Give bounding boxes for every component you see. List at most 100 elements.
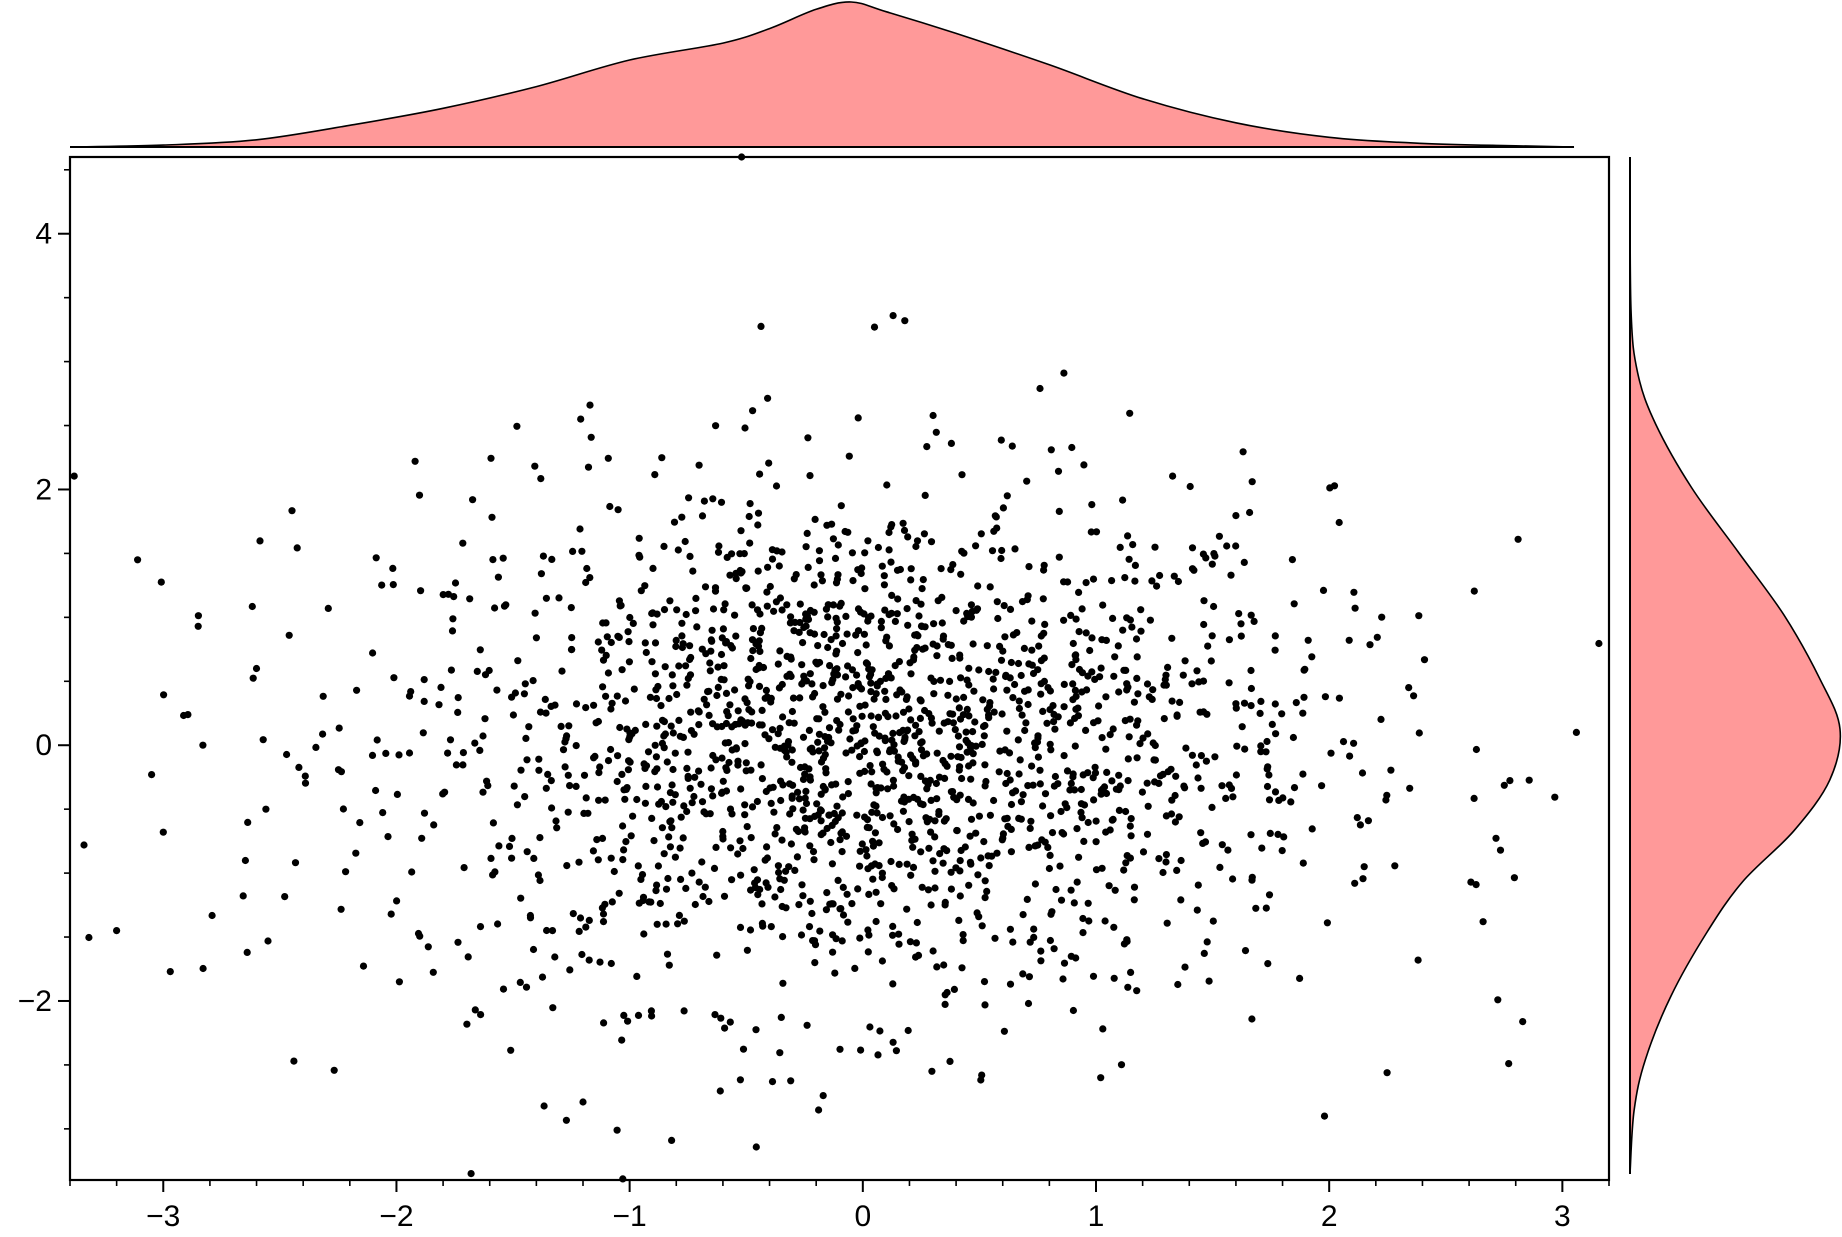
scatter-point	[993, 524, 1001, 532]
scatter-point	[707, 647, 715, 655]
scatter-point	[1085, 917, 1093, 925]
scatter-point	[739, 1045, 748, 1053]
scatter-point	[1181, 963, 1189, 971]
scatter-point	[755, 682, 764, 691]
scatter-point	[833, 802, 841, 810]
scatter-point	[1169, 472, 1177, 480]
scatter-point	[1264, 960, 1272, 968]
scatter-point	[1017, 815, 1025, 823]
scatter-point	[834, 541, 842, 549]
scatter-point	[801, 824, 809, 832]
scatter-point	[734, 757, 742, 765]
scatter-point	[1205, 977, 1213, 985]
scatter-point	[601, 900, 609, 908]
scatter-point	[1123, 936, 1131, 944]
scatter-point	[836, 836, 844, 844]
scatter-point	[1271, 700, 1279, 708]
scatter-point	[1110, 974, 1118, 982]
scatter-point	[940, 817, 949, 825]
scatter-point	[966, 832, 974, 840]
scatter-point	[662, 885, 671, 893]
scatter-point	[895, 930, 903, 938]
scatter-point	[1225, 781, 1233, 789]
scatter-point	[646, 693, 655, 701]
scatter-point	[481, 715, 489, 723]
scatter-point	[973, 909, 981, 917]
scatter-point	[1105, 882, 1113, 890]
scatter-point	[1350, 588, 1358, 596]
scatter-point	[867, 780, 875, 788]
scatter-point	[576, 914, 585, 922]
scatter-point	[947, 566, 955, 574]
scatter-point	[583, 564, 591, 573]
scatter-point	[1299, 859, 1307, 867]
scatter-point	[378, 581, 386, 589]
scatter-point	[1197, 784, 1205, 792]
scatter-point	[655, 800, 663, 808]
scatter-point	[726, 1018, 734, 1026]
scatter-point	[1041, 620, 1049, 629]
scatter-point	[711, 587, 720, 595]
scatter-point	[1320, 1112, 1329, 1120]
scatter-point	[769, 783, 777, 791]
scatter-point	[752, 1143, 760, 1151]
scatter-point	[754, 509, 763, 517]
scatter-point	[917, 800, 925, 808]
scatter-point	[845, 692, 853, 700]
scatter-point	[621, 795, 629, 803]
scatter-point	[923, 443, 931, 451]
scatter-point	[1248, 876, 1256, 884]
scatter-point	[1119, 626, 1127, 634]
scatter-point	[1351, 604, 1359, 612]
scatter-point	[1116, 782, 1124, 790]
scatter-point	[649, 621, 657, 629]
scatter-point	[871, 860, 879, 868]
scatter-point	[905, 705, 913, 713]
scatter-point	[887, 558, 895, 566]
scatter-point	[885, 611, 893, 619]
scatter-point	[1015, 770, 1023, 778]
scatter-point	[674, 546, 682, 554]
scatter-point	[927, 538, 936, 546]
scatter-point	[872, 789, 880, 797]
scatter-point	[971, 718, 979, 726]
scatter-point	[901, 736, 909, 744]
scatter-point	[1069, 639, 1077, 648]
scatter-point	[717, 498, 726, 506]
scatter-point	[701, 883, 709, 891]
scatter-point	[907, 751, 915, 759]
scatter-point	[910, 793, 918, 802]
scatter-point	[707, 764, 715, 772]
scatter-point	[1271, 632, 1279, 640]
scatter-point	[950, 985, 959, 994]
scatter-point	[754, 567, 762, 575]
scatter-point	[663, 950, 672, 958]
scatter-point	[1057, 896, 1066, 904]
scatter-point	[869, 842, 878, 850]
scatter-point	[291, 859, 300, 867]
scatter-point	[1119, 496, 1127, 504]
scatter-point	[1120, 866, 1128, 874]
scatter-point	[864, 537, 872, 545]
scatter-point	[978, 740, 986, 749]
scatter-point	[804, 563, 812, 572]
scatter-point	[1225, 679, 1233, 687]
scatter-point	[770, 607, 778, 615]
scatter-point	[838, 639, 847, 648]
scatter-point	[687, 653, 695, 662]
scatter-point	[594, 856, 602, 864]
scatter-point	[1073, 825, 1081, 833]
scatter-point	[1176, 698, 1184, 707]
scatter-point	[577, 415, 585, 423]
scatter-point	[324, 604, 332, 613]
scatter-point	[1054, 467, 1063, 475]
scatter-point	[822, 605, 831, 613]
scatter-point	[1131, 577, 1139, 585]
scatter-point	[741, 801, 749, 809]
scatter-point	[1009, 789, 1017, 797]
scatter-point	[582, 578, 590, 587]
scatter-point	[825, 724, 834, 732]
scatter-point	[1192, 761, 1200, 769]
scatter-point	[415, 491, 424, 499]
scatter-point	[842, 749, 850, 757]
